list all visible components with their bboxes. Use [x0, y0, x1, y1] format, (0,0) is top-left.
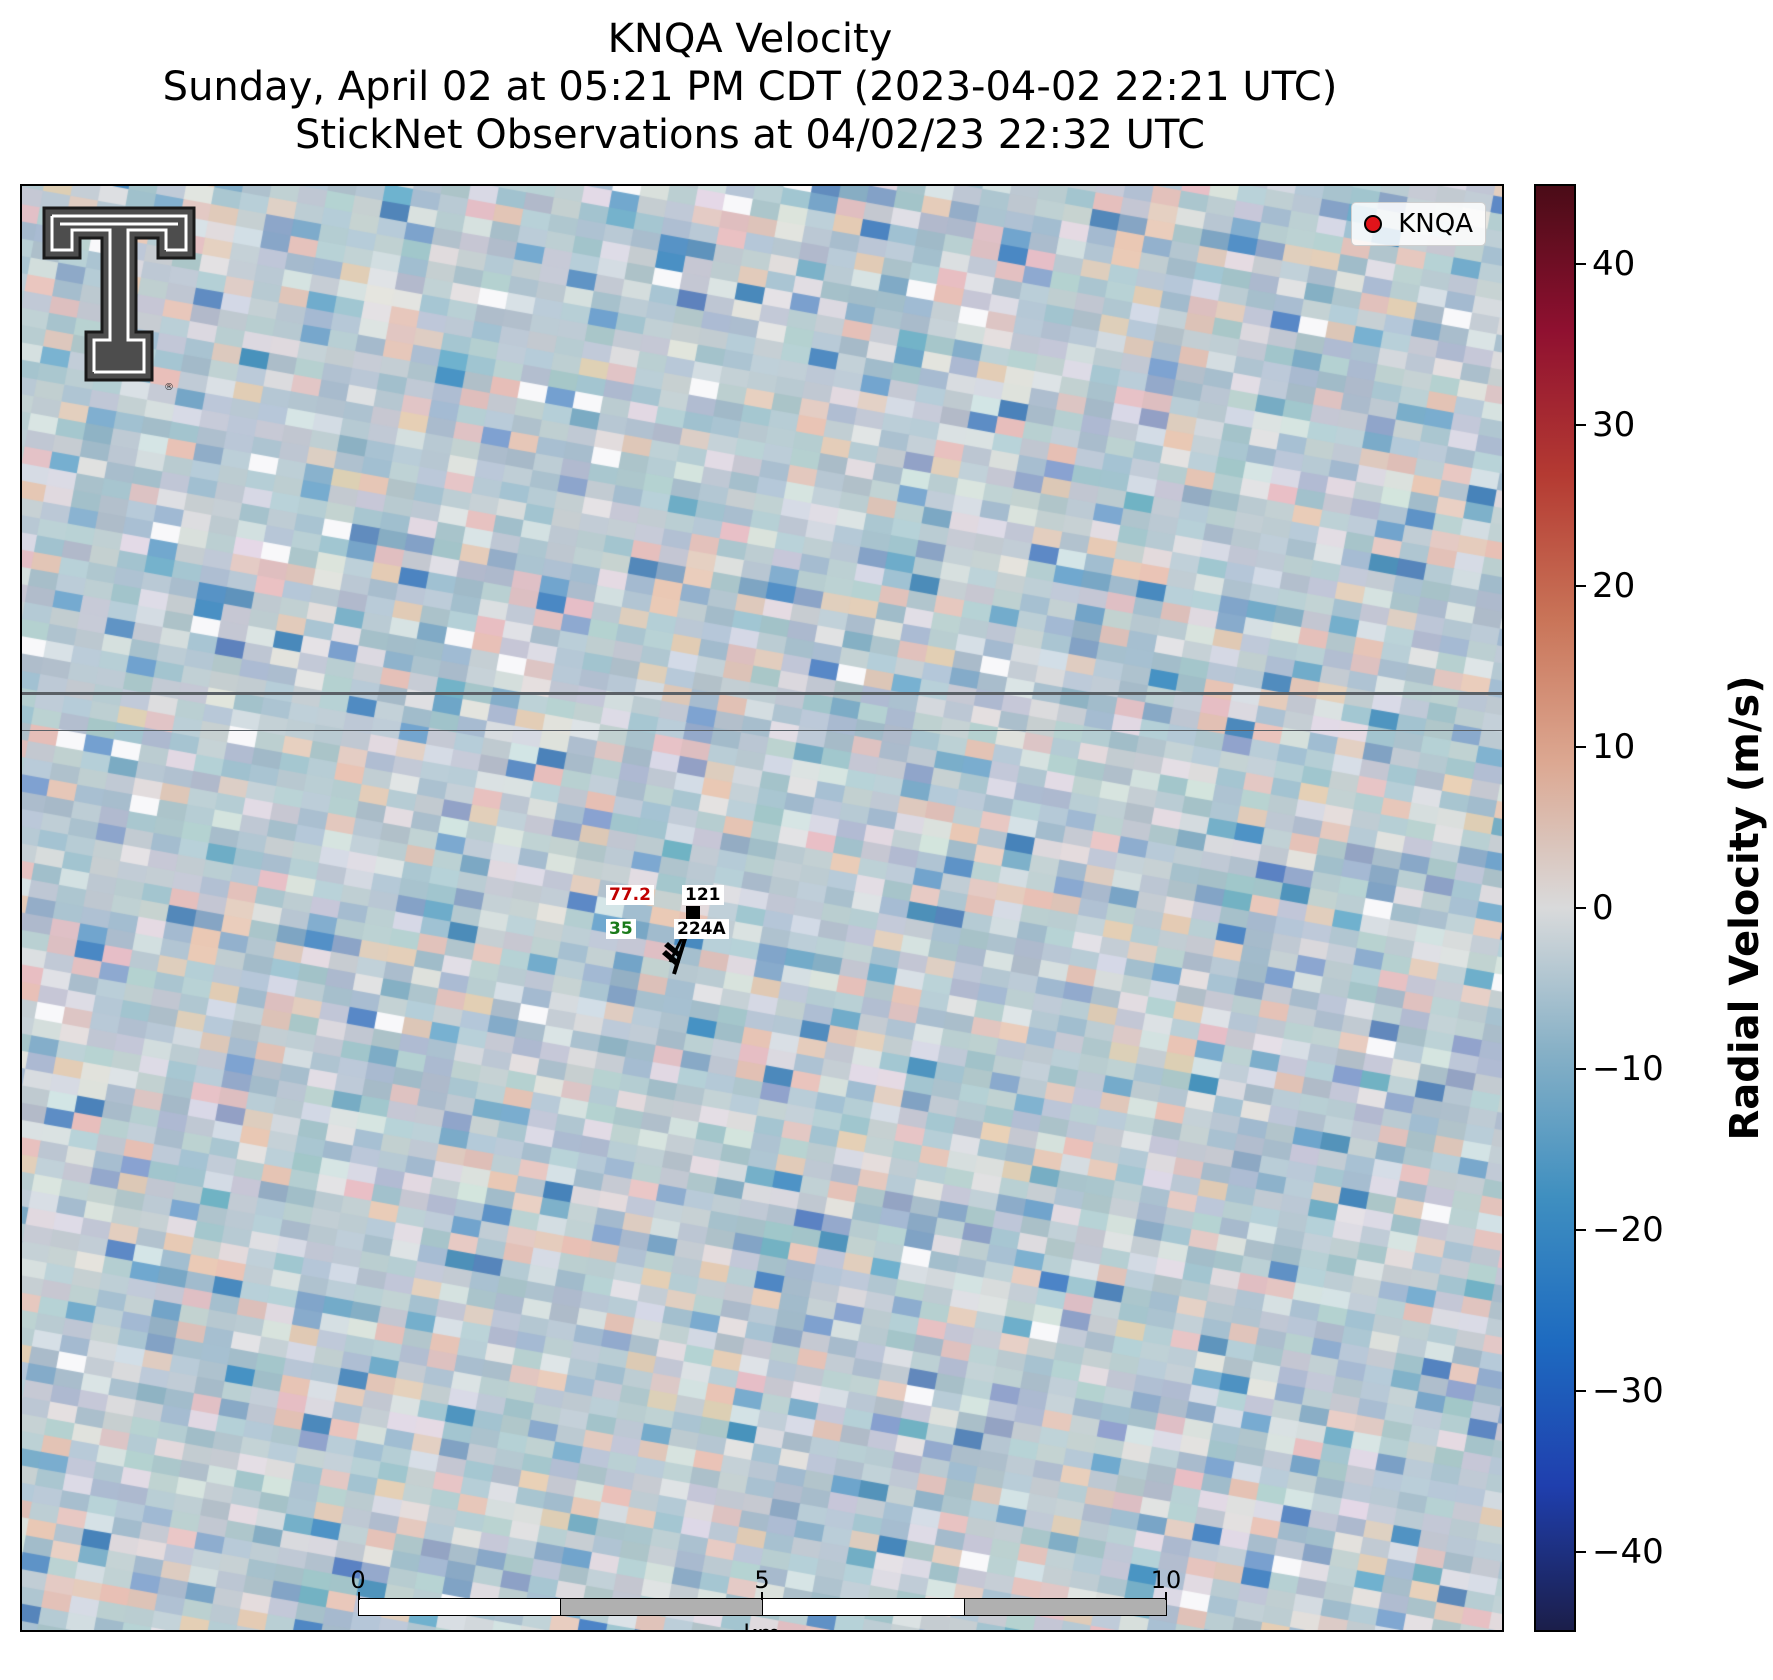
colorbar-title: Radial Velocity (m/s) — [1722, 675, 1768, 1141]
county-boundary-line-secondary — [22, 730, 1502, 731]
scale-bar-tick-10: 10 — [1150, 1566, 1182, 1594]
station-temperature: 77.2 — [606, 885, 654, 905]
radar-map[interactable]: ® KNQA 77.2 121 35 224A 0 5 10 km — [20, 184, 1504, 1632]
velocity-colorbar — [1534, 184, 1576, 1632]
county-boundary-line — [22, 692, 1502, 695]
map-subtitle-obs: StickNet Observations at 04/02/23 22:32 … — [295, 112, 1205, 158]
colorbar-tick-label: −40 — [1592, 1531, 1664, 1572]
colorbar-tick-label: −30 — [1592, 1370, 1664, 1411]
station-pressure: 121 — [682, 885, 724, 905]
colorbar-tick-mark — [1576, 1228, 1586, 1231]
colorbar-tick-mark — [1576, 1550, 1586, 1553]
map-legend: KNQA — [1351, 202, 1486, 246]
scale-bar-segment — [964, 1598, 1167, 1616]
colorbar-tick-mark — [1576, 1389, 1586, 1392]
scale-bar-tick-0: 0 — [350, 1566, 366, 1594]
radar-velocity-field — [22, 186, 1502, 1630]
colorbar-tick-mark — [1576, 424, 1586, 427]
colorbar-tick-mark — [1576, 585, 1586, 588]
colorbar-tick-label: −20 — [1592, 1209, 1664, 1250]
radar-site-marker-icon — [1364, 215, 1383, 233]
colorbar-tick-mark — [1576, 746, 1586, 749]
scale-bar-segment — [560, 1598, 763, 1616]
scale-bar-segment — [358, 1598, 561, 1616]
colorbar-tick-label: 10 — [1592, 727, 1636, 768]
scale-bar-tick-5: 5 — [754, 1566, 770, 1594]
colorbar-tick-label: −10 — [1592, 1048, 1664, 1089]
station-id: 224A — [674, 919, 729, 939]
texas-tech-logo-icon: ® — [42, 206, 196, 393]
station-dewpoint: 35 — [606, 919, 636, 939]
colorbar-tick-label: 0 — [1592, 888, 1614, 928]
scale-bar-segment — [762, 1598, 965, 1616]
colorbar-tick-mark — [1576, 907, 1586, 909]
colorbar-tick-label: 20 — [1592, 566, 1636, 607]
svg-text:®: ® — [164, 382, 174, 393]
colorbar-tick-label: 40 — [1592, 244, 1636, 285]
colorbar-tick-mark — [1576, 1067, 1586, 1070]
wind-barb-icon — [662, 906, 700, 975]
legend-label: KNQA — [1398, 209, 1473, 239]
map-subtitle-time: Sunday, April 02 at 05:21 PM CDT (2023-0… — [162, 64, 1338, 110]
colorbar-tick-label: 30 — [1592, 405, 1636, 446]
scale-bar-unit: km — [743, 1620, 780, 1630]
colorbar-tick-mark — [1576, 263, 1586, 266]
map-title: KNQA Velocity — [607, 16, 893, 62]
